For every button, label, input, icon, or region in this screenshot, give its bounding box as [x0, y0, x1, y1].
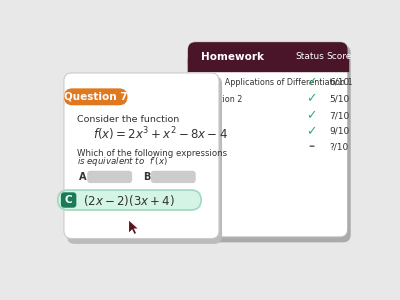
Text: Question 7: Question 7 — [64, 92, 128, 102]
Text: Which of the following expressions: Which of the following expressions — [77, 148, 227, 158]
Text: $(2x - 2)(3x + 4)$: $(2x - 2)(3x + 4)$ — [82, 193, 174, 208]
Text: Status: Status — [295, 52, 324, 61]
FancyBboxPatch shape — [87, 171, 132, 183]
Text: 7/10: 7/10 — [329, 112, 349, 121]
Text: Score: Score — [326, 52, 352, 61]
Text: 6/10: 6/10 — [329, 78, 349, 87]
Text: D: D — [143, 195, 151, 205]
Text: Quiz - Applications of Differentiation 1: Quiz - Applications of Differentiation 1 — [199, 78, 352, 87]
Text: Consider the function: Consider the function — [77, 115, 179, 124]
Text: Homework: Homework — [201, 52, 264, 62]
FancyBboxPatch shape — [188, 42, 348, 71]
FancyBboxPatch shape — [61, 192, 76, 208]
Text: ?/10: ?/10 — [330, 142, 349, 152]
Text: ✓: ✓ — [306, 110, 316, 123]
FancyBboxPatch shape — [188, 42, 348, 237]
Text: –: – — [308, 140, 314, 153]
FancyBboxPatch shape — [151, 194, 196, 206]
Polygon shape — [129, 221, 138, 234]
Text: 5/10: 5/10 — [329, 94, 349, 103]
Text: B: B — [143, 172, 150, 182]
Text: 9/10: 9/10 — [329, 127, 349, 136]
Text: $f(x) = 2x^3 + x^2 - 8x - 4$: $f(x) = 2x^3 + x^2 - 8x - 4$ — [93, 126, 228, 143]
Text: ✓: ✓ — [306, 125, 316, 138]
Text: entiation 2: entiation 2 — [199, 94, 242, 103]
FancyBboxPatch shape — [67, 76, 222, 244]
Text: ✓: ✓ — [306, 76, 316, 89]
Text: ✓: ✓ — [306, 93, 316, 106]
Text: C: C — [65, 195, 72, 205]
FancyBboxPatch shape — [64, 73, 219, 238]
Text: A: A — [80, 172, 87, 182]
FancyBboxPatch shape — [64, 88, 128, 105]
FancyBboxPatch shape — [151, 171, 196, 183]
FancyBboxPatch shape — [191, 45, 351, 242]
Text: is equivalent to  $f'(x)$: is equivalent to $f'(x)$ — [77, 155, 168, 168]
FancyBboxPatch shape — [58, 190, 201, 210]
